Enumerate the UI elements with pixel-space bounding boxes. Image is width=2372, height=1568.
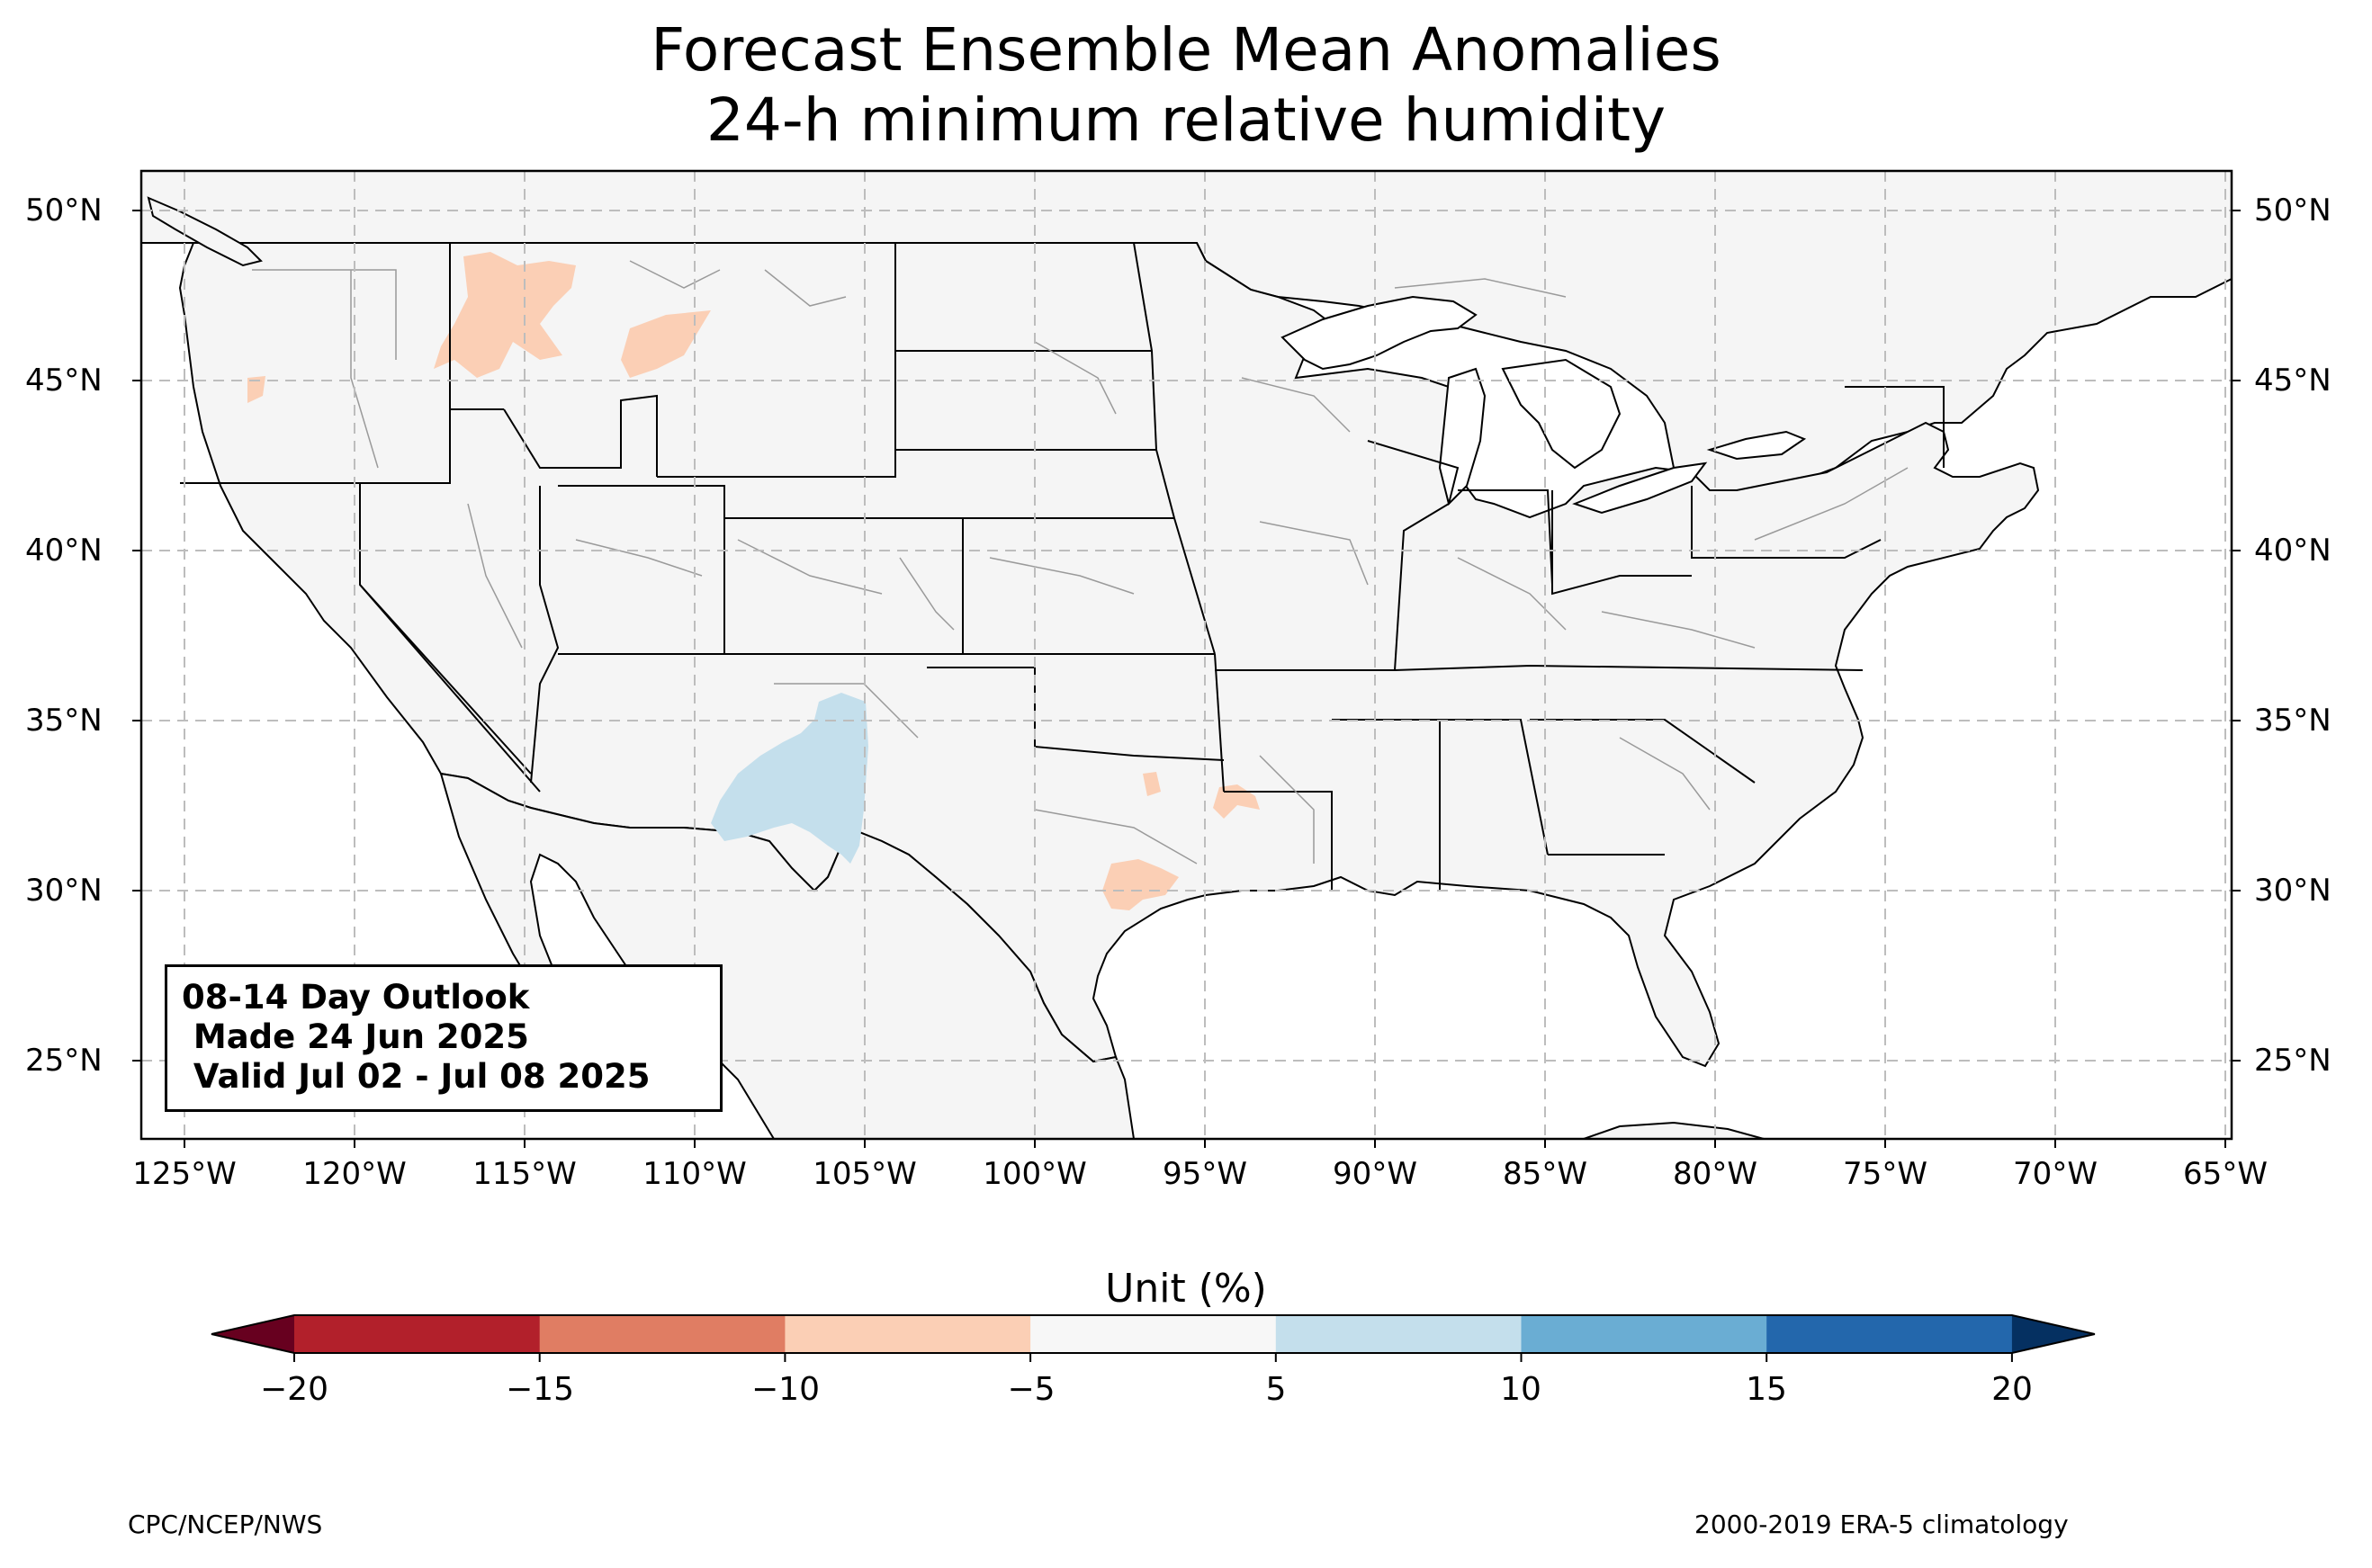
anomaly-western-oregon xyxy=(247,376,265,403)
lon-tick-85: 85°W xyxy=(1503,1156,1587,1192)
outlook-valid-range: Valid Jul 02 - Jul 08 2025 xyxy=(182,1057,651,1096)
lat-tick-40-left: 40°N xyxy=(25,533,103,569)
anomaly-layer xyxy=(247,252,1260,910)
lon-tick-80: 80°W xyxy=(1673,1156,1757,1192)
lon-tick-110: 110°W xyxy=(642,1156,747,1192)
lon-tick-120: 120°W xyxy=(302,1156,407,1192)
lat-tick-45-right: 45°N xyxy=(2254,363,2332,399)
lat-tick-25-left: 25°N xyxy=(25,1043,103,1079)
lake-erie xyxy=(1572,461,1708,515)
colorbar-tick-neg15: −15 xyxy=(506,1371,574,1408)
colorbar-tick-15: 15 xyxy=(1746,1371,1787,1408)
anomaly-southern-new-mexico xyxy=(711,693,868,864)
lat-tick-50-right: 50°N xyxy=(2254,193,2332,228)
credit-right: 2000-2019 ERA-5 climatology xyxy=(1694,1510,2069,1539)
credit-left: CPC/NCEP/NWS xyxy=(128,1510,323,1539)
outlook-info-box: 08-14 Day Outlook Made 24 Jun 2025 Valid… xyxy=(165,964,723,1112)
anomaly-north-texas xyxy=(1143,772,1161,796)
vancouver-island xyxy=(147,196,263,267)
lake-michigan xyxy=(1438,367,1487,506)
lat-tick-45-left: 45°N xyxy=(25,363,103,399)
map-frame xyxy=(139,169,2233,1141)
colorbar-tick-20: 20 xyxy=(1991,1371,2033,1408)
state-boundaries xyxy=(180,242,1945,891)
outlook-made-date: Made 24 Jun 2025 xyxy=(182,1017,529,1056)
anomaly-northern-rockies xyxy=(434,252,576,378)
lat-tick-30-left: 30°N xyxy=(25,873,103,909)
anomaly-east-texas xyxy=(1213,784,1260,819)
lon-tick-105: 105°W xyxy=(813,1156,917,1192)
anomaly-central-texas xyxy=(1102,859,1179,910)
colorbar-label: Unit (%) xyxy=(1105,1266,1267,1312)
lon-tick-75: 75°W xyxy=(1843,1156,1927,1192)
lat-tick-25-right: 25°N xyxy=(2254,1043,2332,1079)
outlook-title: 08-14 Day Outlook xyxy=(182,978,530,1017)
title-line-1: Forecast Ensemble Mean Anomalies xyxy=(651,15,1721,85)
colorbar-tick-neg20: −20 xyxy=(260,1371,328,1408)
lat-tick-35-right: 35°N xyxy=(2254,703,2332,739)
lon-tick-90: 90°W xyxy=(1333,1156,1417,1192)
colorbar-tick-neg10: −10 xyxy=(751,1371,820,1408)
lat-tick-35-left: 35°N xyxy=(25,703,103,739)
lat-tick-50-left: 50°N xyxy=(25,193,103,228)
anomaly-western-montana xyxy=(621,310,711,378)
lat-tick-40-right: 40°N xyxy=(2254,533,2332,569)
lat-tick-30-right: 30°N xyxy=(2254,873,2332,909)
colorbar-tick-10: 10 xyxy=(1500,1371,1541,1408)
lake-huron xyxy=(1501,358,1622,470)
lon-tick-100: 100°W xyxy=(983,1156,1087,1192)
lon-tick-65: 65°W xyxy=(2183,1156,2268,1192)
colorbar-tick-neg5: −5 xyxy=(1007,1371,1056,1408)
county-lines xyxy=(252,260,1909,865)
lon-tick-70: 70°W xyxy=(2013,1156,2098,1192)
title-line-2: 24-h minimum relative humidity xyxy=(705,85,1667,155)
lon-tick-95: 95°W xyxy=(1163,1156,1247,1192)
colorbar-tick-5: 5 xyxy=(1265,1371,1287,1408)
axis-tick-marks xyxy=(132,210,2241,1148)
cuba-landmass xyxy=(1583,1121,1765,1139)
lon-tick-125: 125°W xyxy=(132,1156,237,1192)
lake-ontario xyxy=(1706,430,1807,461)
lon-tick-115: 115°W xyxy=(472,1156,577,1192)
